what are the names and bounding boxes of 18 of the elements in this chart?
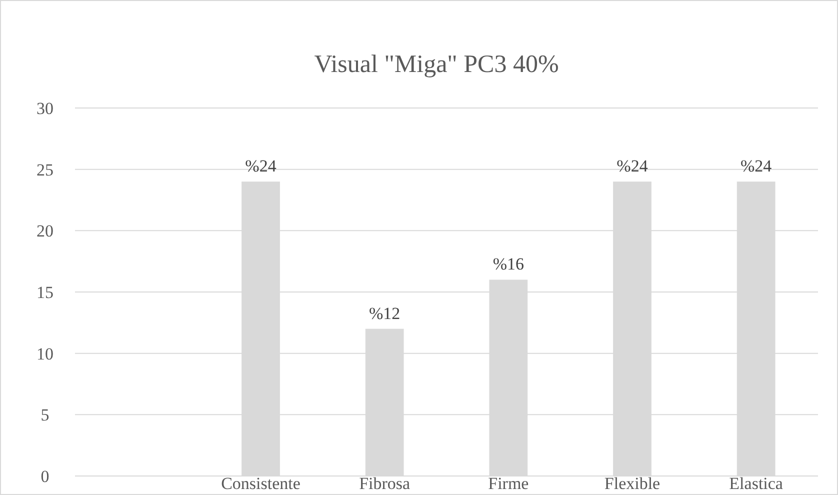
x-tick-label: Flexible	[604, 474, 660, 493]
chart-title: Visual "Miga" PC3 40%	[314, 51, 559, 78]
data-label: %24	[616, 156, 648, 176]
x-tick-label: Elastica	[729, 474, 784, 493]
y-tick-label: 15	[36, 282, 54, 302]
y-tick-label: 30	[36, 98, 54, 118]
x-tick-label: Fibrosa	[359, 474, 411, 493]
y-tick-label: 20	[36, 222, 54, 241]
data-label: %24	[245, 156, 277, 176]
y-tick-label: 25	[36, 160, 54, 180]
y-tick-label: 5	[40, 406, 50, 425]
x-tick-label: Consistente	[221, 474, 300, 493]
x-tick-label: Firme	[488, 474, 529, 493]
y-tick-label: 0	[40, 466, 50, 486]
data-label: %24	[740, 156, 772, 176]
data-label: %16	[492, 254, 524, 274]
data-label: %12	[368, 304, 400, 323]
y-tick-label: 10	[36, 344, 54, 364]
